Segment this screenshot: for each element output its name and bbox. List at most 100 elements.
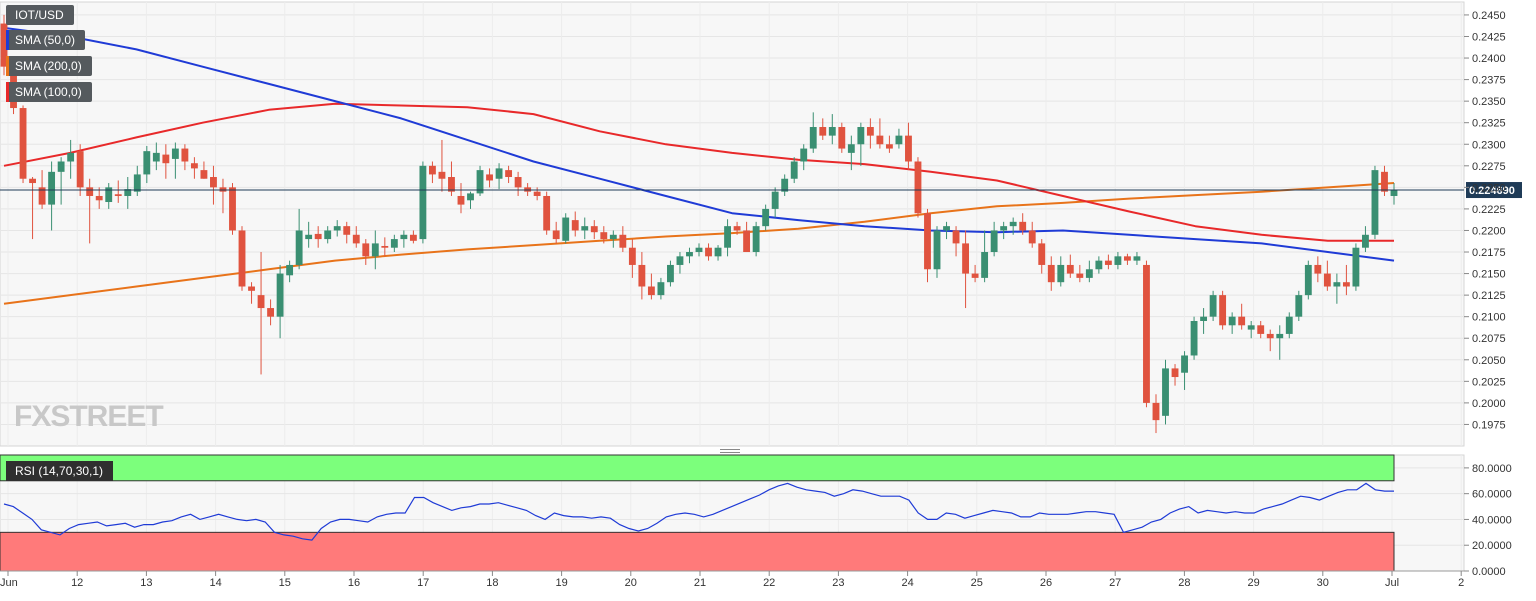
candle-up [48, 171, 56, 205]
rsi-tick-label: 60.0000 [1472, 489, 1512, 501]
candle-up [562, 217, 570, 241]
candle-up [1114, 256, 1122, 265]
candle-up [847, 144, 855, 153]
candle-up [800, 148, 808, 162]
sma-lines [3, 26, 1395, 305]
candle-up [400, 234, 408, 240]
candle-down [705, 247, 712, 257]
time-tick-label: 12 [71, 577, 83, 589]
time-tick-label: 27 [1109, 577, 1121, 589]
candle-down [628, 247, 636, 265]
candle-up [105, 187, 113, 203]
candle-down [29, 178, 36, 184]
candle-down [1257, 325, 1265, 334]
price-tick-label: 0.2275 [1472, 161, 1506, 173]
candle-up [1181, 355, 1188, 373]
candle-up [495, 168, 503, 179]
candles [0, 14, 1398, 434]
candle-up [467, 193, 474, 201]
price-tick-label: 0.2125 [1472, 290, 1506, 302]
symbol-label: IOT/USD [6, 5, 74, 25]
rsi-tick-label: 0.0000 [1472, 566, 1506, 578]
candle-down [86, 187, 94, 196]
candle-down [381, 245, 389, 248]
candle-down [1019, 221, 1027, 231]
candle-up [324, 230, 332, 240]
sma-50-label[interactable]: SMA (50,0) [6, 30, 86, 50]
candle-down [885, 144, 893, 149]
price-axis: 0.1975 0.2000 0.2025 0.2050 0.2075 0.2100 0.21… [1464, 10, 1506, 431]
candle-up [657, 282, 665, 296]
price-tick-label: 0.2150 [1472, 269, 1506, 281]
candle-up [771, 191, 779, 209]
time-tick-label: 16 [348, 577, 360, 589]
candle-down [1238, 316, 1246, 326]
candle-up [1133, 256, 1141, 261]
rsi-tick-label: 80.0000 [1472, 463, 1512, 475]
candle-down [647, 286, 655, 296]
candle-up [476, 170, 484, 194]
candle-up [1085, 269, 1093, 278]
price-tick-label: 0.2050 [1472, 355, 1506, 367]
sma-200-label[interactable]: SMA (200,0) [6, 56, 92, 76]
price-tick-label: 0.2250 [1472, 182, 1506, 194]
candle-down [95, 195, 103, 201]
watermark: FXSTREET [14, 400, 164, 433]
candle-down [19, 108, 27, 179]
candle-down [876, 135, 884, 145]
candle-up [752, 226, 760, 253]
last-price-badge [1466, 182, 1522, 199]
panel-resize-handle[interactable] [720, 449, 740, 455]
candle-up [124, 189, 132, 196]
candle-down [200, 170, 208, 179]
time-tick-label: 28 [1178, 577, 1190, 589]
candle-up [1362, 234, 1369, 248]
sma-100-label[interactable]: SMA (100,0) [6, 82, 92, 102]
last-price-line: 0.224690 [0, 182, 1522, 199]
price-tick-label: 0.2450 [1472, 10, 1506, 22]
candle-down [457, 195, 465, 205]
candle-up [609, 234, 617, 240]
candle-up [1190, 320, 1198, 356]
sma-200-swatch [6, 56, 9, 76]
rsi-zones [0, 454, 1395, 572]
time-tick-label: Jun [0, 577, 18, 589]
candle-down [533, 191, 541, 196]
candle-up [419, 165, 427, 240]
candle-down [1104, 260, 1112, 265]
candle-down [962, 243, 970, 274]
candle-down [914, 161, 922, 214]
candle-up [1304, 264, 1312, 296]
sma-200-line [3, 182, 1395, 305]
candle-up [1276, 333, 1284, 339]
price-tick-label: 0.2100 [1472, 312, 1506, 324]
rsi-axis: 0.0000 20.0000 40.0000 60.0000 80.0000 [1464, 463, 1512, 578]
candle-down [733, 226, 741, 231]
candle-up [1057, 264, 1065, 283]
candle-up [1295, 295, 1303, 317]
price-tick-label: 0.2000 [1472, 398, 1506, 410]
candle-up [390, 239, 398, 248]
time-tick-label: 26 [1040, 577, 1052, 589]
candle-up [714, 247, 722, 257]
candle-up [1200, 316, 1208, 321]
candle-down [1171, 368, 1179, 378]
price-tick-label: 0.2375 [1472, 75, 1506, 87]
candle-up [762, 208, 770, 227]
candle-up [676, 256, 684, 265]
candle-down [1143, 264, 1150, 403]
sma-100-text: SMA (100,0) [15, 85, 82, 99]
time-tick-label: 21 [694, 577, 706, 589]
rsi-tick-label: 40.0000 [1472, 514, 1512, 526]
candle-up [809, 127, 817, 149]
rsi-label[interactable]: RSI (14,70,30,1) [6, 461, 114, 481]
watermark-text: FXSTREET [14, 400, 163, 433]
price-tick-label: 0.2300 [1472, 139, 1506, 151]
candle-up [295, 230, 303, 265]
candle-up [990, 230, 998, 253]
candle-up [143, 151, 151, 175]
candle-down [257, 295, 265, 309]
time-tick-label: Jul [1385, 577, 1399, 589]
candle-up [686, 252, 693, 257]
